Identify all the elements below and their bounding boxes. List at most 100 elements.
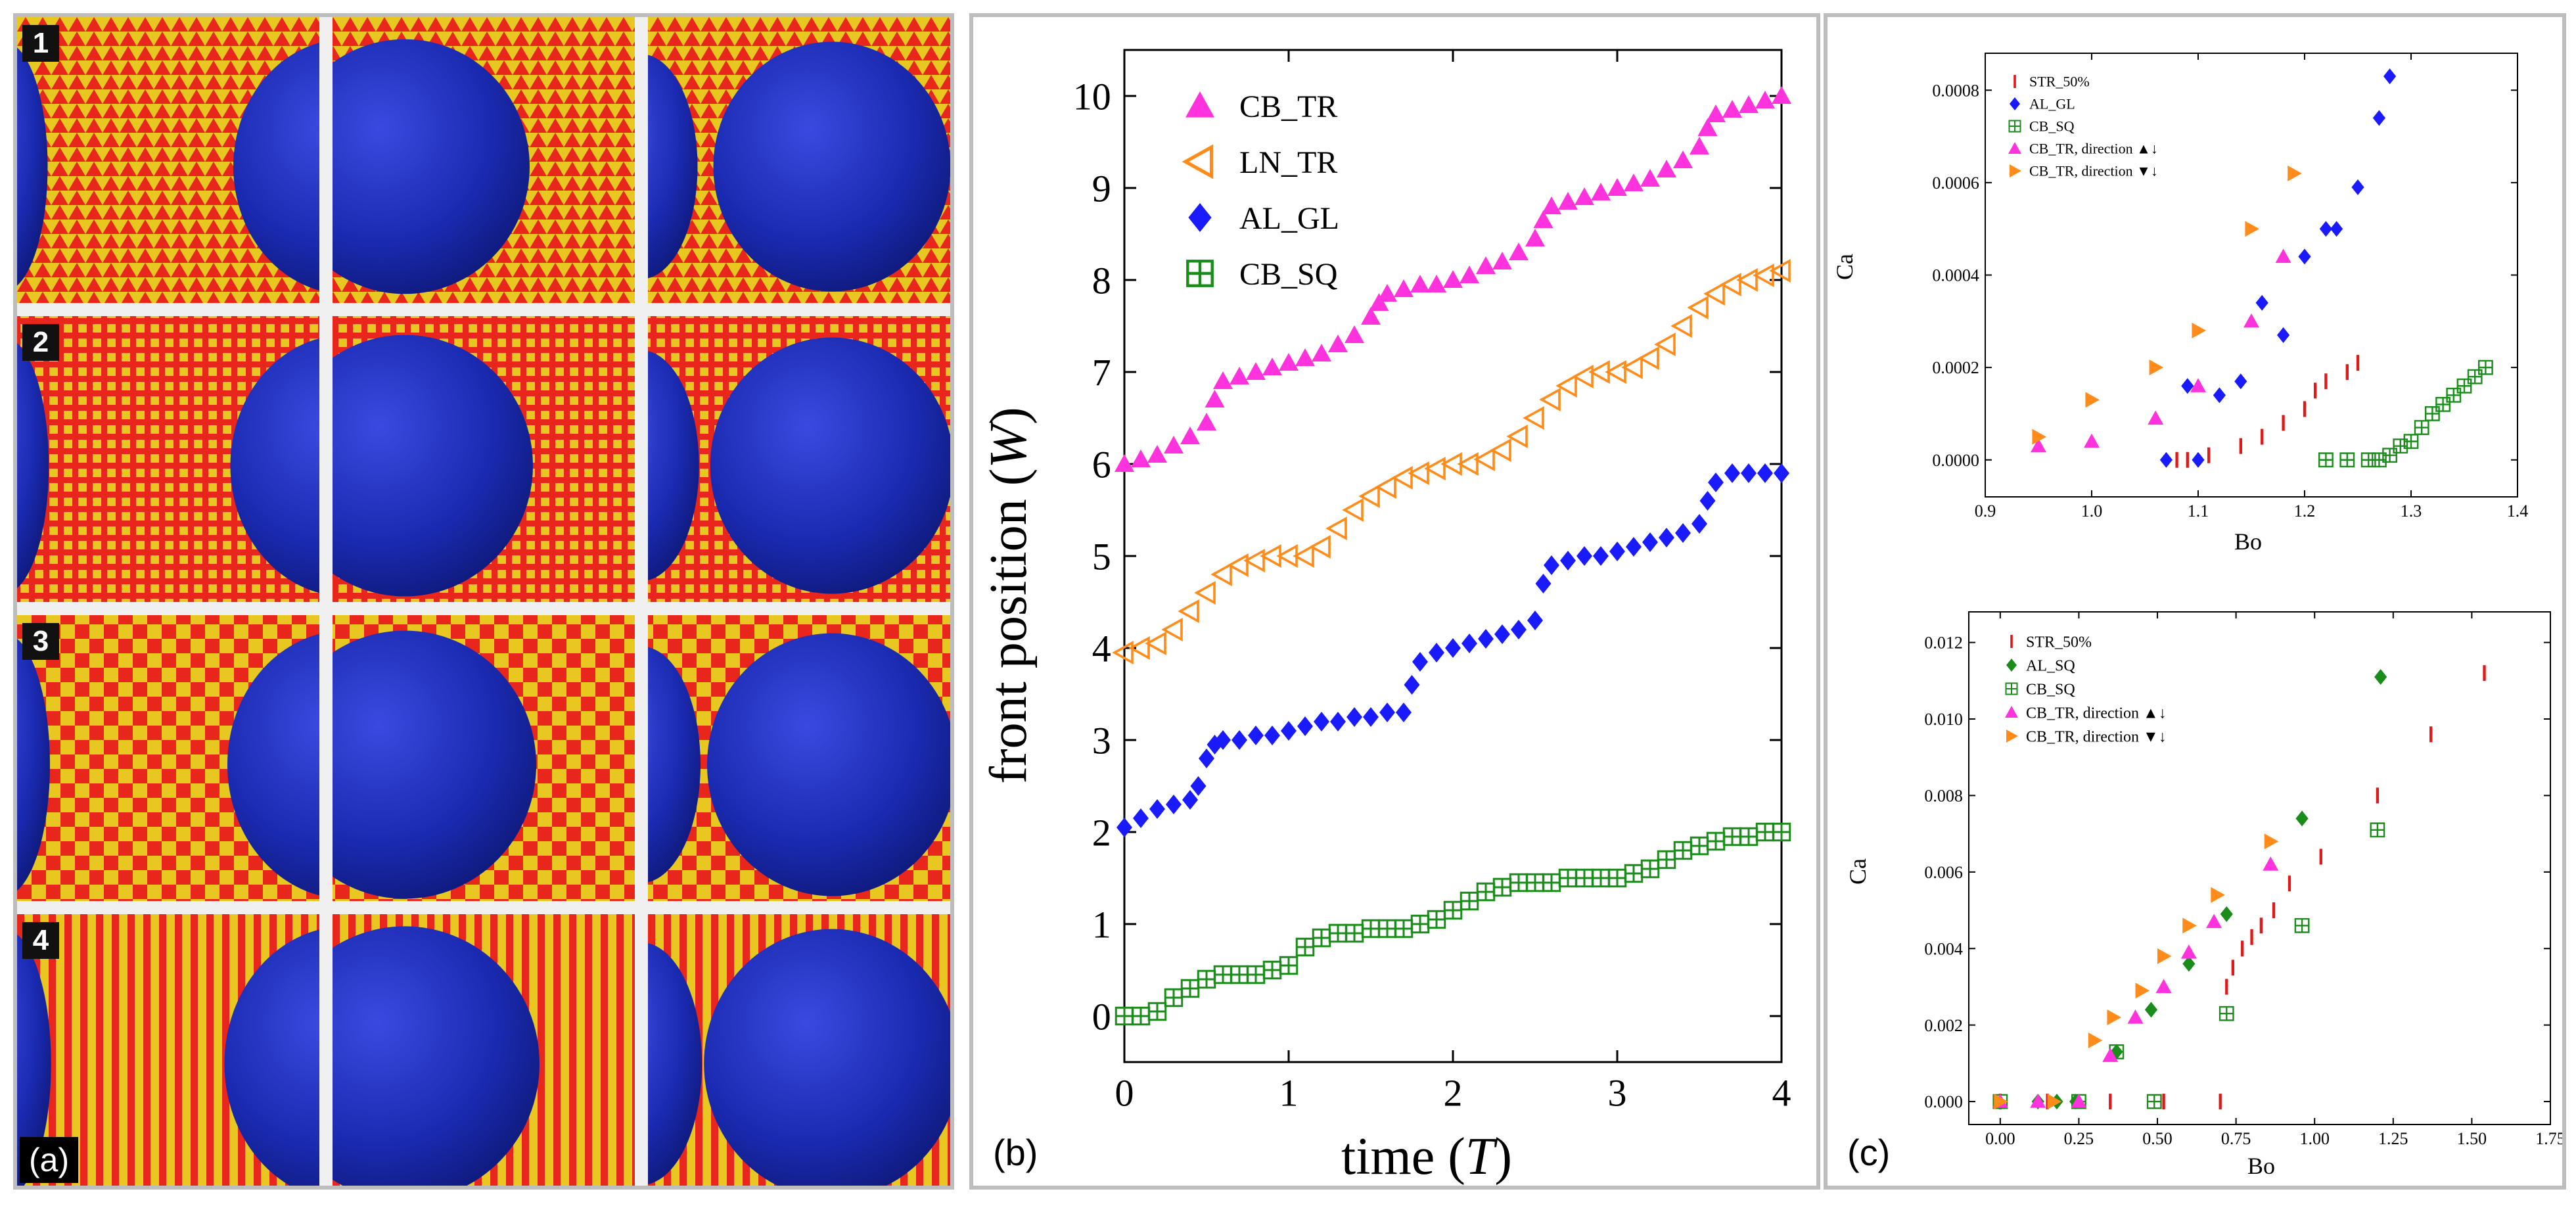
c-top-data-point — [2351, 179, 2364, 195]
droplet-icon — [230, 338, 319, 593]
snapshot-frame — [648, 17, 950, 303]
b-data-point — [1394, 279, 1414, 297]
droplet-icon — [17, 638, 50, 891]
b-data-point — [1262, 960, 1282, 980]
droplet-icon — [710, 337, 950, 594]
c-bot-legend-label: CB_TR, direction ▼↓ — [2026, 728, 2167, 745]
b-data-point — [1575, 868, 1594, 888]
c-bot-x-tick-label: 1.00 — [2299, 1129, 2330, 1148]
c-top-data-point — [2372, 110, 2385, 126]
b-data-point — [1460, 891, 1479, 911]
b-y-tick-label: 6 — [1092, 443, 1111, 486]
b-data-point — [1443, 900, 1463, 920]
b-data-point — [1460, 266, 1479, 283]
b-legend-label: CB_TR — [1239, 89, 1337, 124]
b-data-point — [1166, 795, 1182, 814]
droplet-icon — [17, 343, 49, 588]
b-data-point — [1369, 293, 1389, 311]
b-data-point — [1720, 272, 1741, 297]
b-x-tick-label: 3 — [1608, 1072, 1627, 1115]
front-position-chart: 0 1 2 3 4 0 1 2 3 4 5 6 7 8 9 10 CB_TR LN_TR AL_GL CB_SQ t… — [980, 49, 1791, 1186]
b-data-point — [1314, 712, 1329, 731]
b-y-tick-label: 9 — [1092, 167, 1111, 210]
b-data-point — [1542, 873, 1561, 893]
b-data-point — [1391, 465, 1413, 490]
c-bot-legend-marker — [2010, 635, 2013, 648]
b-y-tick-label: 7 — [1092, 351, 1111, 394]
c-bot-y-tick-label: 0.006 — [1924, 863, 1963, 882]
b-data-point — [1279, 956, 1299, 975]
c-bot-legend-marker — [2006, 730, 2018, 743]
c-bot-data-point — [2144, 1002, 2158, 1018]
c-top-data-point — [2207, 447, 2211, 463]
b-data-point — [1197, 413, 1216, 430]
b-data-point — [1115, 454, 1134, 472]
b-data-point — [1295, 348, 1315, 366]
c-top-data-point — [2149, 359, 2164, 376]
c-top-legend-marker — [2008, 120, 2021, 133]
c-bot-data-point — [1994, 1094, 2008, 1110]
c-bot-legend-marker — [2005, 682, 2018, 695]
c-bot-x-tick-label: 1.25 — [2378, 1129, 2408, 1148]
b-data-point — [1410, 275, 1430, 292]
c-bot-y-tick-label: 0.008 — [1924, 787, 1963, 806]
droplet-icon — [333, 630, 536, 899]
b-data-point — [1396, 703, 1412, 722]
c-bot-legend-label: STR_50% — [2026, 634, 2092, 651]
c-top-legend-label: STR_50% — [2029, 74, 2090, 90]
c-top-data-point — [2356, 355, 2360, 371]
droplet-icon — [333, 335, 533, 597]
b-data-point — [1227, 553, 1249, 578]
b-data-point — [1281, 721, 1297, 741]
c-top-data-point — [2234, 373, 2247, 390]
b-series-ln-tr — [1112, 258, 1791, 665]
b-data-point — [1654, 332, 1676, 357]
b-data-point — [1246, 362, 1266, 380]
b-data-point — [1690, 836, 1709, 856]
panel-c-label: (c) — [1847, 1132, 1891, 1173]
c-bot-data-point — [2211, 887, 2225, 903]
b-data-point — [1539, 387, 1561, 412]
b-data-point — [1325, 516, 1347, 541]
c-bot-data-point — [2102, 1048, 2119, 1062]
c-top-data-point — [2255, 294, 2268, 311]
b-data-point — [1394, 919, 1414, 939]
b-data-point — [1736, 267, 1758, 292]
b-data-point — [1509, 873, 1529, 893]
b-data-point — [1429, 643, 1444, 662]
panel-b-label: (b) — [993, 1132, 1038, 1173]
c-bot-data-point — [2272, 902, 2276, 919]
c-bot-y-tick-label: 0.002 — [1924, 1016, 1963, 1035]
b-data-point — [1248, 726, 1264, 745]
c-bot-y-tick-label: 0.010 — [1924, 710, 1963, 729]
c-bot-x-tick-label: 1.50 — [2457, 1129, 2487, 1148]
c-top-data-point — [2425, 406, 2440, 421]
c-bot-data-point — [2109, 1094, 2112, 1110]
b-legend-marker — [1188, 203, 1212, 232]
c-top-y-tick-label: 0.0008 — [1932, 81, 1979, 100]
b-data-point — [1555, 373, 1577, 398]
b-data-point — [1703, 281, 1725, 306]
c-bot-data-point — [2429, 726, 2433, 743]
snapshot-row: 1 — [17, 17, 950, 303]
c-bot-data-point — [2376, 787, 2380, 804]
b-data-point — [1626, 537, 1642, 557]
b-data-point — [1197, 969, 1216, 989]
c-top-data-point — [2190, 378, 2206, 392]
c-top-data-point — [2288, 165, 2302, 181]
b-data-point — [1527, 611, 1543, 630]
c-bot-legend-label: CB_SQ — [2026, 681, 2075, 698]
c-top-data-point — [2192, 452, 2205, 468]
b-data-point — [1506, 424, 1528, 449]
b-legend-label: CB_SQ — [1239, 257, 1337, 292]
c-bot-data-point — [2146, 1094, 2162, 1109]
b-data-point — [1295, 937, 1315, 957]
b-data-point — [1722, 100, 1742, 118]
b-data-point — [1774, 463, 1789, 483]
c-bot-data-point — [2294, 917, 2310, 933]
snapshot-row: 2 — [17, 316, 950, 602]
c-top-x-tick-label: 1.3 — [2401, 501, 2422, 521]
c-bot-data-point — [2030, 1094, 2046, 1108]
c-bot-data-point — [2319, 848, 2322, 865]
b-data-point — [1180, 979, 1200, 998]
